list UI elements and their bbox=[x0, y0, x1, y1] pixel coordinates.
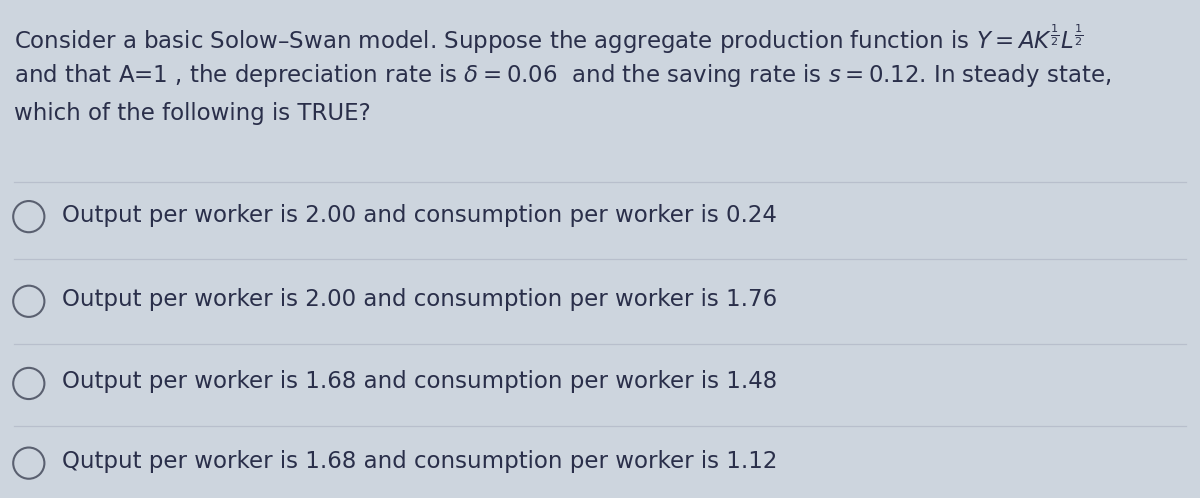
Text: Consider a basic Solow–Swan model. Suppose the aggregate production function is : Consider a basic Solow–Swan model. Suppo… bbox=[14, 22, 1084, 56]
Text: Qutput per worker is 1.68 and consumption per worker is 1.12: Qutput per worker is 1.68 and consumptio… bbox=[62, 450, 778, 473]
Text: Output per worker is 2.00 and consumption per worker is 1.76: Output per worker is 2.00 and consumptio… bbox=[62, 288, 778, 311]
Text: Output per worker is 2.00 and consumption per worker is 0.24: Output per worker is 2.00 and consumptio… bbox=[62, 204, 778, 227]
Text: which of the following is TRUE?: which of the following is TRUE? bbox=[14, 102, 371, 125]
Text: and that A=1 , the depreciation rate is $\delta = 0.06$  and the saving rate is : and that A=1 , the depreciation rate is … bbox=[14, 62, 1111, 89]
Text: Output per worker is 1.68 and consumption per worker is 1.48: Output per worker is 1.68 and consumptio… bbox=[62, 371, 778, 393]
